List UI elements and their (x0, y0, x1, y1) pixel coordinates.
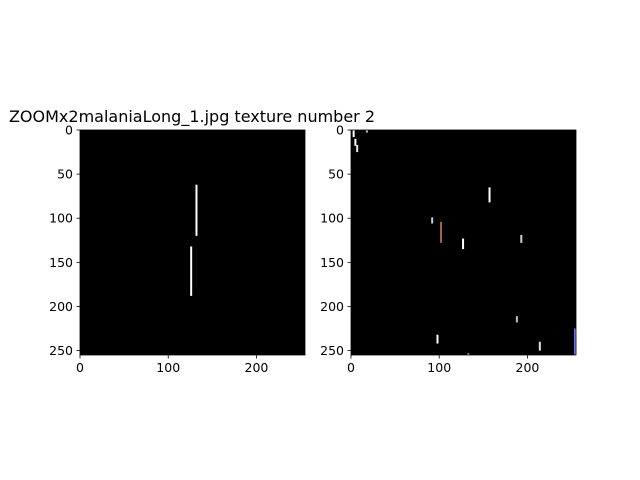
x-tick-label: 0 (76, 360, 84, 375)
x-tick-label: 0 (347, 360, 355, 375)
left-image-panel: 0 100 200 0 50 100 150 200 250 (49, 123, 306, 375)
y-tick-label: 150 (49, 255, 73, 270)
y-tick-label: 50 (57, 167, 73, 182)
y-tick-label: 0 (336, 123, 344, 138)
image-background (80, 130, 305, 355)
y-tick-label: 200 (49, 299, 73, 314)
x-tick-label: 200 (245, 360, 269, 375)
x-tick-label: 100 (427, 360, 451, 375)
right-image-panel: 0 100 200 0 50 100 150 200 250 (320, 123, 577, 375)
axes-frame (350, 129, 577, 356)
y-tick-label: 200 (320, 299, 344, 314)
y-tick-label: 250 (49, 343, 73, 358)
axes-frame (79, 129, 306, 356)
x-tick-label: 100 (156, 360, 180, 375)
y-tick-label: 50 (328, 167, 344, 182)
y-tick-label: 0 (65, 123, 73, 138)
x-tick-label: 200 (516, 360, 540, 375)
y-tick-label: 100 (49, 211, 73, 226)
y-tick-label: 150 (320, 255, 344, 270)
y-tick-label: 100 (320, 211, 344, 226)
y-tick-label: 250 (320, 343, 344, 358)
figure-title: ZOOMx2malaniaLong_1.jpg texture number 2 (9, 107, 375, 127)
